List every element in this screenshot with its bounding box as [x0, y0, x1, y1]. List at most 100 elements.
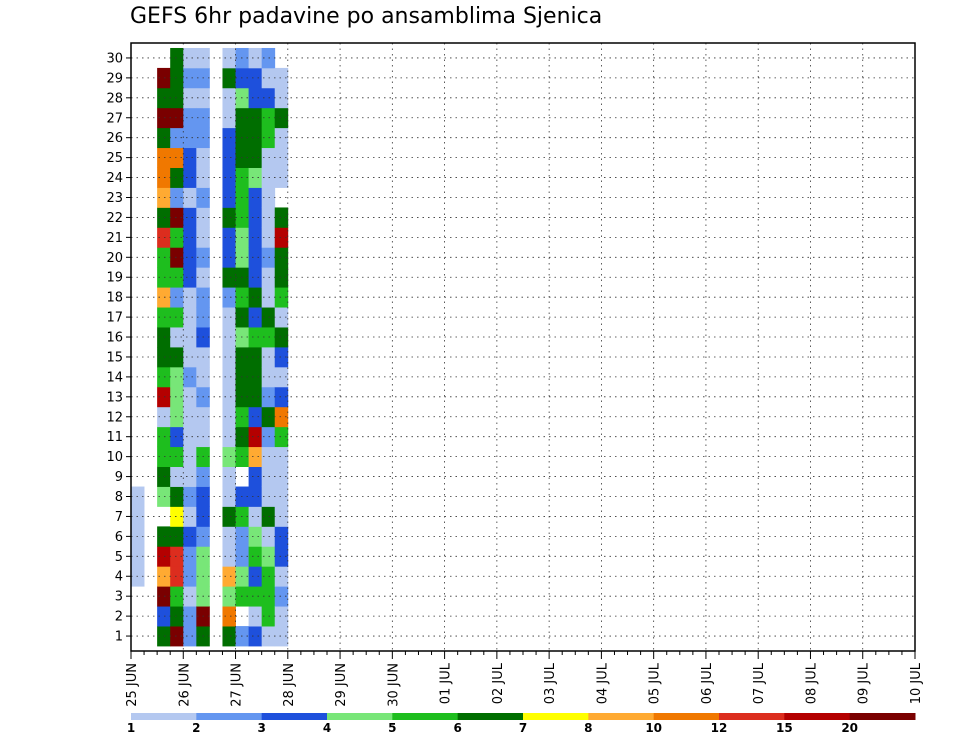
colorbar-swatch [327, 713, 393, 720]
precip-cell [170, 406, 184, 428]
precip-cell [222, 366, 236, 388]
precip-cell [170, 307, 184, 328]
precip-cell [248, 606, 263, 627]
precip-cell [274, 347, 289, 368]
precip-cell [183, 406, 197, 428]
precip-cell [222, 446, 236, 467]
precip-cell [274, 107, 289, 129]
precip-cell [261, 287, 276, 308]
precip-cell [261, 87, 276, 109]
y-tick-label: 5 [115, 550, 123, 565]
precip-cell [248, 107, 263, 129]
precip-cell [170, 227, 184, 248]
precip-cell [222, 586, 236, 607]
precip-cell [183, 426, 197, 448]
precip-cell [170, 526, 184, 547]
precip-cell [274, 267, 289, 288]
colorbar-label: 1 [127, 721, 135, 735]
precip-cell [157, 546, 171, 567]
precip-cell [274, 446, 289, 467]
precip-cell [183, 586, 197, 607]
precip-cell [183, 247, 197, 268]
precip-cell [274, 147, 289, 168]
precip-cell [183, 327, 197, 348]
precip-cell [248, 267, 263, 288]
y-tick-label: 25 [106, 151, 123, 166]
precip-cell [183, 47, 197, 69]
precip-cell [183, 606, 197, 627]
x-tick-label: 08 JUL [804, 662, 819, 704]
precip-cell [248, 426, 263, 448]
precip-cell [248, 546, 263, 567]
y-tick-label: 26 [106, 131, 123, 146]
precip-cell [170, 267, 184, 288]
precip-cell [261, 606, 276, 627]
precip-cell [261, 167, 276, 188]
x-tick-label: 26 JUN [177, 663, 192, 707]
precip-cell [157, 207, 171, 228]
precip-cell [274, 586, 289, 607]
y-tick-label: 18 [106, 291, 123, 306]
precip-cell [183, 626, 197, 647]
precip-cell [274, 366, 289, 388]
precip-cell [261, 67, 276, 89]
precip-cell [222, 307, 236, 328]
precip-cell [170, 366, 184, 388]
colorbar-swatch [261, 713, 328, 720]
precip-cell [261, 486, 276, 507]
precip-cell [261, 307, 276, 328]
y-tick-label: 7 [115, 510, 123, 525]
precip-cell [222, 187, 236, 208]
y-tick-label: 3 [115, 590, 123, 605]
precip-cell [248, 207, 263, 228]
x-tick-label: 28 JUN [282, 663, 297, 707]
precip-cell [274, 486, 289, 507]
precip-cell [157, 606, 171, 627]
precip-cell [222, 127, 236, 149]
precip-cell [183, 546, 197, 567]
precip-cell [261, 566, 276, 587]
precip-cell [222, 347, 236, 368]
precip-cell [248, 247, 263, 268]
colorbar-label: 7 [519, 721, 527, 735]
precip-cell [170, 187, 184, 208]
precip-cell [170, 247, 184, 268]
precip-cell [157, 466, 171, 487]
precip-cell [261, 406, 276, 428]
precip-cell [157, 347, 171, 368]
precip-cell [248, 406, 263, 428]
colorbar-label: 2 [192, 721, 200, 735]
y-axis: 1234567891011121314151617181920212223242… [106, 51, 131, 645]
precip-cell [261, 386, 276, 408]
precip-cell [261, 526, 276, 547]
colorbar-swatch [131, 713, 197, 720]
precip-cell [157, 307, 171, 328]
heatmap-cells [131, 47, 289, 647]
x-tick-label: 07 JUL [752, 662, 767, 704]
precip-cell [157, 247, 171, 268]
precip-cell [170, 566, 184, 587]
y-tick-label: 23 [106, 191, 123, 206]
colorbar-label: 8 [584, 721, 592, 735]
y-tick-label: 20 [106, 251, 123, 266]
precip-cell [222, 267, 236, 288]
precip-cell [157, 626, 171, 647]
precip-cell [274, 227, 289, 248]
precip-cell [222, 426, 236, 448]
colorbar-label: 15 [776, 721, 793, 735]
precip-cell [274, 606, 289, 627]
precip-cell [157, 127, 171, 149]
y-tick-label: 15 [106, 350, 123, 365]
precip-cell [183, 167, 197, 188]
precip-cell [248, 227, 263, 248]
precip-cell [157, 566, 171, 587]
chart-title: GEFS 6hr padavine po ansamblima Sjenica [130, 4, 603, 29]
precip-cell [170, 446, 184, 467]
precip-cell [222, 207, 236, 228]
precip-cell [222, 626, 236, 647]
precip-cell [261, 506, 276, 527]
precip-cell [170, 47, 184, 69]
y-tick-label: 2 [115, 610, 123, 625]
precip-cell [274, 526, 289, 547]
precip-cell [261, 466, 276, 487]
